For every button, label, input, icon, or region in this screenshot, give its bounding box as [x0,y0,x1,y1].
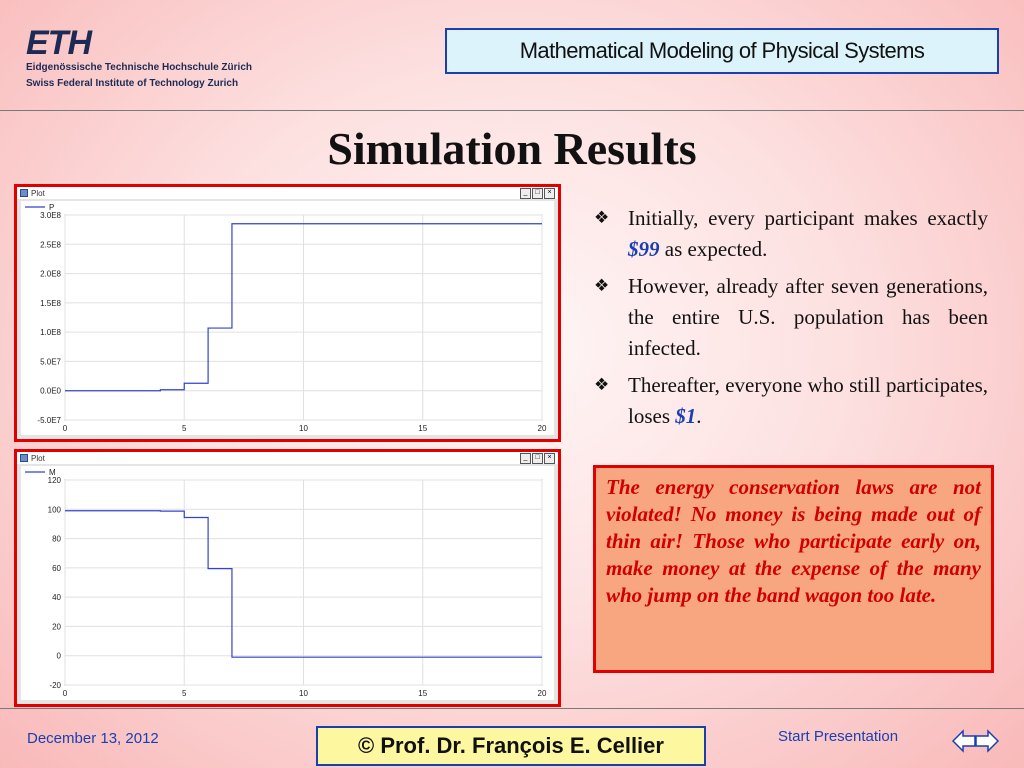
legend-label: M [49,468,56,477]
plot-window-titlebar[interactable]: Plot _ □ × [17,452,558,464]
x-tick-label: 20 [538,689,547,698]
bullet-list: ❖ Initially, every participant makes exac… [594,203,988,438]
bullet-item: ❖ Initially, every participant makes exac… [594,203,988,265]
x-tick-label: 15 [418,689,427,698]
x-tick-label: 0 [63,689,68,698]
plot-chart-p: 0 5 10 15 20 -5.0E7 0.0E0 5.0E7 1.0E8 1.5E8 2.0E8 2… [21,201,554,435]
plot-window-titlebar[interactable]: Plot _ □ × [17,187,558,199]
plot-window-icon [20,189,28,197]
y-tick-label: 40 [52,593,61,602]
x-tick-label: 5 [182,424,187,433]
eth-logo-line2: Swiss Federal Institute of Technology Zu… [26,78,239,89]
y-tick-label: 2.5E8 [40,240,61,249]
highlight-amount: $1 [675,404,697,428]
bullet-item: ❖ Thereafter, everyone who still particip… [594,370,988,432]
diamond-bullet-icon: ❖ [594,276,610,296]
series-line-M [65,510,542,658]
footer-date: December 13, 2012 [27,730,159,747]
header-divider [0,110,1024,111]
diamond-bullet-icon: ❖ [594,375,610,395]
conservation-note-text: The energy conservation laws are not vio… [606,475,981,607]
course-title: Mathematical Modeling of Physical System… [519,38,925,63]
y-tick-label: 2.0E8 [40,270,61,279]
bullet-item: ❖ However, already after seven generation… [594,271,988,364]
y-tick-label: 3.0E8 [40,211,61,220]
legend-label: P [49,203,54,212]
minimize-button[interactable]: _ [520,187,531,199]
eth-logo-line1: Eidgenössische Technische Hochschule Zür… [26,62,252,73]
slide-title: Simulation Results [327,123,697,174]
x-tick-label: 10 [299,689,308,698]
minimize-button[interactable]: _ [520,452,531,464]
y-tick-label: 1.0E8 [40,328,61,337]
bullet-text-part: Initially, every participant makes exact… [628,206,988,230]
x-tick-label: 5 [182,689,187,698]
bullet-text-part: . [696,404,702,428]
y-tick-label: 60 [52,564,61,573]
course-title-box: Mathematical Modeling of Physical System… [445,28,999,74]
arrow-left-icon[interactable] [951,728,977,754]
bullet-text-part: However, already after seven generations… [628,274,988,360]
bullet-text: Thereafter, everyone who still participa… [628,370,988,432]
plot-window-title: Plot [31,188,45,198]
author-name: © Prof. Dr. François E. Cellier [358,733,664,758]
bullet-text: However, already after seven generations… [628,271,988,364]
author-box: © Prof. Dr. François E. Cellier [316,726,706,766]
y-tick-label: 20 [52,622,61,631]
x-tick-label: 10 [299,424,308,433]
start-presentation-link[interactable]: Start Presentation [778,728,899,745]
highlight-amount: $99 [628,237,660,261]
y-tick-label: 100 [48,505,62,514]
maximize-button[interactable]: □ [532,187,543,199]
series-line-P [65,223,542,392]
eth-logo: ETH Eidgenössische Technische Hochschule… [26,24,266,90]
bullet-text: Initially, every participant makes exact… [628,203,988,265]
plot-window-title: Plot [31,453,45,463]
eth-logo-mark: ETH [26,24,92,62]
y-tick-label: 80 [52,535,61,544]
close-button[interactable]: × [544,187,555,199]
bullet-text-part: Thereafter, everyone who still participa… [628,373,988,428]
conservation-note-box: The energy conservation laws are not vio… [593,465,994,673]
y-tick-label: -20 [49,681,61,690]
footer-divider [0,708,1024,709]
plot-window-icon [20,454,28,462]
plot-window-p[interactable]: Plot _ □ × 0 5 10 15 20 -5.0E7 0.0E0 5.0E7 1.0E8… [14,184,561,442]
diamond-bullet-icon: ❖ [594,208,610,228]
x-tick-label: 20 [538,424,547,433]
close-button[interactable]: × [544,452,555,464]
x-tick-label: 15 [418,424,427,433]
bullet-text-part: as expected. [659,237,768,261]
y-tick-label: 5.0E7 [40,357,61,366]
y-tick-label: -5.0E7 [37,416,61,425]
plot-window-m[interactable]: Plot _ □ × 0 5 10 15 20 -20 0 20 40 60 80 100 120 M [14,449,561,707]
maximize-button[interactable]: □ [532,452,543,464]
y-tick-label: 1.5E8 [40,299,61,308]
y-tick-label: 120 [48,476,62,485]
y-tick-label: 0 [57,652,62,661]
arrow-right-icon[interactable] [974,728,1000,754]
x-tick-label: 0 [63,424,68,433]
y-tick-label: 0.0E0 [40,387,61,396]
